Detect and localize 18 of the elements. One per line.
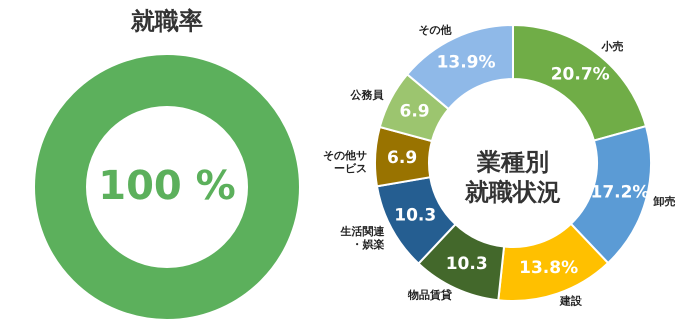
data-label: 20.7%	[550, 64, 610, 85]
text: 業種別就職状況	[464, 148, 561, 206]
data-label: 6.9	[387, 148, 418, 168]
slice-label: 小売	[600, 40, 624, 53]
slice-label: 公務員	[350, 88, 385, 102]
chart-title: 就職率	[130, 7, 203, 35]
data-label: 13.9%	[436, 52, 496, 72]
slice-label: 物品賃貸	[407, 288, 452, 302]
data-label: 10.3	[446, 254, 488, 274]
slice-label: その他サービス	[323, 149, 368, 176]
data-label: 6.9	[400, 102, 430, 122]
slice-label: 生活関連・娯楽	[339, 225, 386, 252]
slice-label: 建設	[558, 294, 583, 308]
data-label: 13.8%	[519, 258, 578, 278]
slice-label: その他	[418, 24, 452, 37]
text: 100 %	[98, 163, 236, 209]
slice-label: 卸売	[652, 194, 676, 208]
data-label: 10.3	[394, 206, 436, 226]
